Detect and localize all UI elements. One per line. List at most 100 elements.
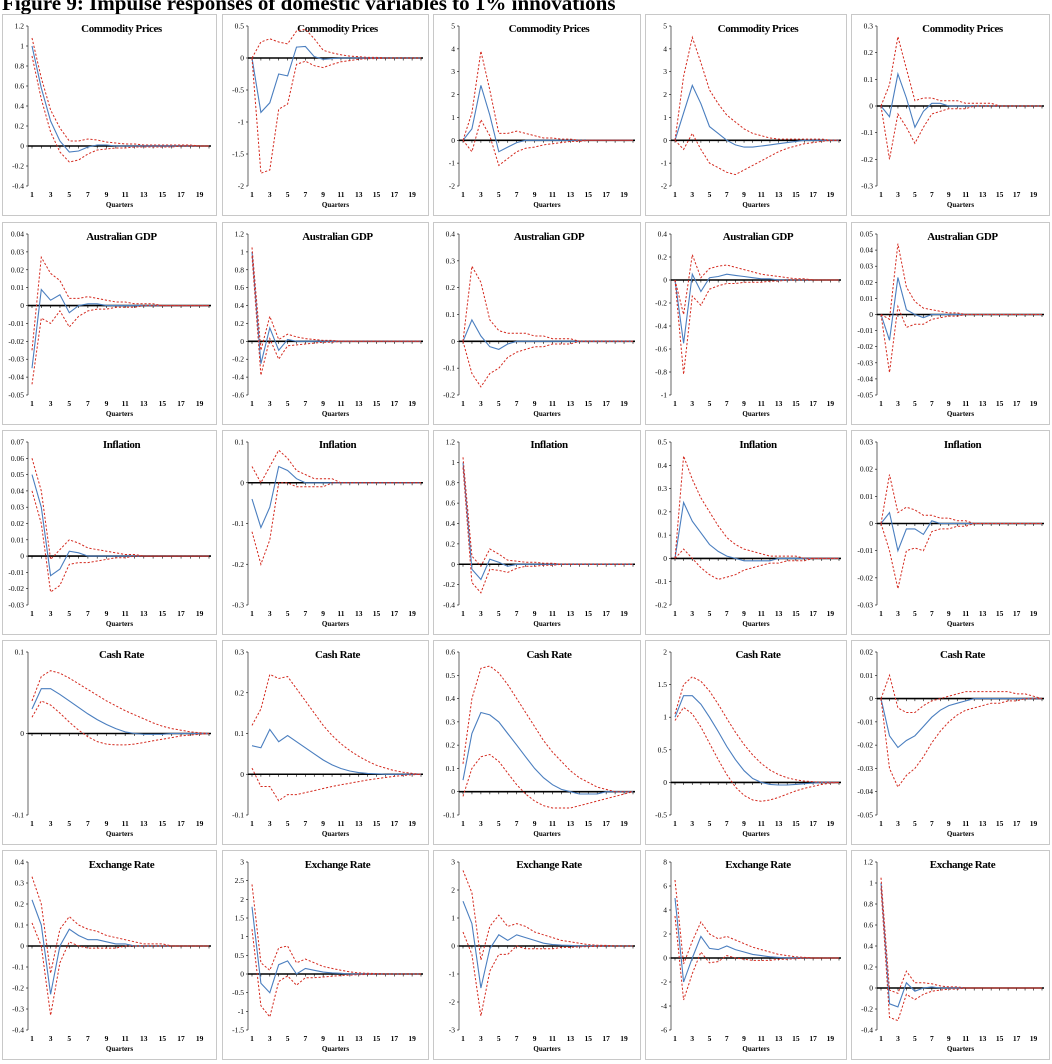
x-tick-label: 3	[479, 819, 483, 828]
irf-panel: -0.4-0.3-0.2-0.100.10.20.30.41 3 5 7 9 11 13 15…	[2, 850, 217, 1060]
x-tick-label: 17	[391, 819, 399, 828]
y-tick-label: 1.2	[15, 22, 25, 31]
response-line	[462, 711, 633, 795]
y-tick-label: 0	[869, 519, 873, 528]
panel-frame	[645, 222, 847, 425]
y-tick-label: -3	[449, 1026, 455, 1035]
x-tick-label: 9	[947, 399, 951, 408]
x-tick-label: 1	[673, 1034, 677, 1043]
lower-band-line	[674, 548, 839, 580]
irf-panel: -0.100.10.20.30.40.50.61 3 5 7 9 11 13 15 17 19Qu…	[433, 640, 641, 845]
lower-band-line	[674, 132, 839, 176]
irf-panel: -1.5-1-0.500.511.522.531 3 5 7 9 11 13 15 17 19Qu…	[222, 850, 429, 1060]
x-tick-label: 19	[196, 819, 204, 828]
panel-frame	[2, 222, 217, 425]
x-axis-label: Quarters	[947, 201, 974, 209]
x-tick-label: 5	[913, 1034, 917, 1043]
x-tick-label: 3	[479, 399, 483, 408]
x-tick-label: 1	[461, 399, 465, 408]
x-axis-label: Quarters	[533, 410, 560, 418]
y-tick-label: 0.4	[15, 858, 25, 867]
y-tick-label: 0.03	[11, 247, 24, 256]
x-tick-label: 7	[930, 609, 934, 618]
y-tick-label: 0.1	[864, 75, 874, 84]
y-tick-label: -0.2	[655, 299, 667, 308]
x-tick-label: 13	[140, 609, 148, 618]
y-tick-label: 0.4	[446, 694, 456, 703]
x-tick-label: 13	[567, 190, 575, 199]
y-tick-label: 0.4	[235, 301, 245, 310]
y-tick-label: 1	[240, 247, 244, 256]
x-tick-label: 19	[408, 609, 416, 618]
y-tick-label: -0.2	[232, 355, 244, 364]
x-tick-label: 7	[86, 1034, 90, 1043]
y-tick-label: 0	[663, 276, 667, 285]
x-tick-label: 9	[742, 819, 746, 828]
y-tick-label: -0.05	[8, 391, 24, 400]
y-tick-label: 0	[869, 310, 873, 319]
x-tick-label: 1	[673, 819, 677, 828]
y-tick-label: 2	[451, 886, 455, 895]
panel-title: Inflation	[319, 439, 357, 451]
y-tick-label: -2	[449, 182, 455, 191]
y-tick-label: -0.2	[443, 391, 455, 400]
x-tick-label: 19	[827, 399, 835, 408]
x-tick-label: 9	[105, 609, 109, 618]
lower-band-line	[462, 467, 633, 594]
y-tick-label: 1.2	[864, 858, 874, 867]
upper-band-line	[31, 876, 209, 974]
y-tick-label: -0.02	[8, 337, 24, 346]
x-tick-label: 13	[140, 1034, 148, 1043]
y-tick-label: 0.02	[860, 648, 873, 657]
x-tick-label: 17	[809, 399, 817, 408]
panel-frame	[851, 14, 1050, 216]
y-tick-label: -0.3	[232, 601, 244, 610]
x-tick-label: 17	[177, 819, 185, 828]
y-tick-label: 0.3	[658, 484, 668, 493]
panel-frame	[433, 640, 641, 845]
x-tick-label: 1	[30, 609, 34, 618]
x-tick-label: 7	[86, 190, 90, 199]
response-line	[31, 688, 209, 735]
y-tick-label: 4	[663, 906, 667, 915]
lower-band-line	[31, 490, 209, 593]
x-tick-label: 15	[373, 399, 381, 408]
y-tick-label: 0.04	[11, 486, 24, 495]
y-tick-label: -0.2	[443, 580, 455, 589]
y-tick-label: 0	[20, 942, 24, 951]
panel-title: Inflation	[739, 439, 777, 451]
upper-band-line	[674, 676, 839, 783]
x-tick-label: 5	[913, 609, 917, 618]
x-tick-label: 15	[585, 190, 593, 199]
panel-frame	[222, 14, 429, 216]
x-axis-label: Quarters	[742, 1045, 769, 1053]
x-tick-label: 9	[947, 819, 951, 828]
x-tick-label: 7	[303, 1034, 307, 1043]
panel-frame	[222, 850, 429, 1060]
y-tick-label: 1	[663, 713, 667, 722]
x-tick-label: 19	[1030, 819, 1038, 828]
y-tick-label: 0.2	[15, 900, 25, 909]
x-tick-label: 11	[549, 190, 556, 199]
x-tick-label: 15	[792, 609, 800, 618]
x-tick-label: 9	[105, 1034, 109, 1043]
y-tick-label: 1	[663, 113, 667, 122]
upper-band-line	[462, 665, 633, 793]
y-tick-label: -0.4	[12, 1026, 24, 1035]
x-tick-label: 13	[355, 1034, 363, 1043]
lower-band-line	[251, 57, 421, 174]
y-tick-label: 0.4	[15, 102, 25, 111]
x-tick-label: 9	[321, 609, 325, 618]
x-axis-label: Quarters	[106, 1045, 133, 1053]
upper-band-line	[251, 247, 421, 351]
irf-panel: -0.4-0.200.20.40.60.811.21 3 5 7 9 11 13 15 17 19…	[433, 430, 641, 635]
irf-panel: -0.4-0.200.20.40.60.811.21 3 5 7 9 11 13 15 17 19…	[2, 14, 217, 216]
x-tick-label: 9	[947, 190, 951, 199]
y-tick-label: 0.2	[446, 539, 456, 548]
x-axis-label: Quarters	[322, 830, 349, 838]
x-tick-label: 15	[159, 399, 167, 408]
x-tick-label: 3	[690, 190, 694, 199]
x-tick-label: 1	[879, 609, 883, 618]
x-tick-label: 15	[159, 819, 167, 828]
panel-frame	[645, 430, 847, 635]
